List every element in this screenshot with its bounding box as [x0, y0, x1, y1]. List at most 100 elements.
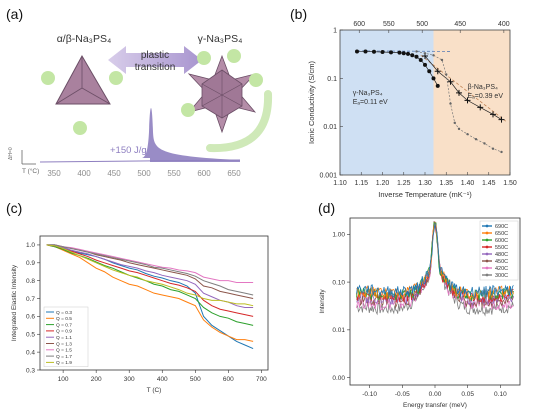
- legend-label: Q = 1.7: [56, 354, 72, 360]
- top-tick-label: 600: [353, 21, 365, 28]
- legend-label: Q = 0.3: [56, 310, 72, 316]
- y-tick-label: 0.001: [319, 173, 337, 180]
- series-line: [46, 244, 254, 296]
- y-tick-label: 0.9: [26, 260, 35, 267]
- data-point: [474, 138, 478, 141]
- y-tick-label: 1.00: [332, 232, 345, 239]
- y-axis-label: Intensity: [319, 289, 326, 314]
- legend-label: Q = 1.5: [56, 348, 72, 354]
- y-tick-label: 0.4: [26, 349, 35, 356]
- x-tick-label: 100: [58, 376, 69, 383]
- ion-icon: [227, 49, 241, 63]
- dsc-delta-label: ΔH=0: [8, 147, 14, 160]
- series-line: [424, 55, 502, 120]
- panel-a-tick-label: 350: [47, 169, 61, 178]
- y-tick-label: 0.6: [26, 314, 35, 321]
- legend-label: Q = 0.7: [56, 322, 72, 328]
- legend-label: Q = 1.1: [56, 335, 72, 341]
- data-point: [483, 142, 486, 145]
- panel-label-c: (c): [6, 200, 23, 216]
- ion-icon: [41, 71, 55, 85]
- x-tick-label: 1.20: [376, 180, 390, 187]
- annotation-beta-ea: Eₐ=0.39 eV: [468, 93, 504, 100]
- legend-marker: [485, 273, 489, 277]
- x-axis-label: T (C): [147, 387, 162, 394]
- x-tick-label: 0.10: [494, 391, 507, 398]
- x-tick-label: 1.30: [418, 180, 432, 187]
- data-point: [401, 51, 406, 56]
- data-point: [372, 49, 376, 54]
- tetrahedron-icon: [55, 54, 111, 105]
- x-axis-label: Inverse Temperature (mK⁻¹): [378, 190, 472, 199]
- dsc-peak: [142, 108, 240, 162]
- legend-marker: [485, 266, 489, 270]
- data-point: [447, 78, 454, 85]
- transition-label-line2: transition: [135, 62, 176, 73]
- y-tick-label: 0.01: [332, 327, 345, 334]
- data-point: [410, 53, 415, 58]
- dsc-axis-label: T (°C): [22, 167, 39, 175]
- top-tick-label: 400: [498, 21, 510, 28]
- x-tick-label: 1.35: [439, 180, 453, 187]
- legend-marker: [485, 259, 489, 263]
- panel-a-tick-label: 650: [227, 169, 241, 178]
- data-point: [445, 73, 448, 76]
- data-point: [440, 58, 444, 62]
- data-point: [380, 50, 385, 55]
- data-point: [418, 57, 423, 62]
- x-tick-label: 500: [190, 376, 201, 383]
- annotation-gamma-ea: Eₐ=0.11 eV: [353, 99, 388, 106]
- chart-c-frame: [39, 235, 269, 371]
- transition-arrow: [108, 46, 202, 74]
- series-line: [46, 244, 254, 283]
- series-line: [46, 244, 254, 307]
- x-axis-label: Energy transfer (meV): [403, 402, 467, 409]
- annotation-beta: β-Na₃PS₄: [468, 84, 498, 91]
- data-point: [431, 76, 436, 81]
- panel-a-tick-label: 600: [197, 169, 211, 178]
- legend-label: 480C: [495, 252, 508, 258]
- legend-label: 300C: [495, 273, 508, 279]
- rotation-arrow: [206, 90, 273, 153]
- x-tick-label: 0.05: [461, 391, 474, 398]
- alpha-beta-label: α/β-Na₃PS₄: [57, 33, 112, 45]
- x-tick-label: -0.10: [362, 391, 377, 398]
- y-axis-label: Integrated Elastic Intensity: [11, 264, 18, 341]
- x-tick-label: 1.40: [461, 180, 475, 187]
- transition-label-line1: plastic: [141, 50, 169, 61]
- series-line: [46, 244, 254, 308]
- region-blue: [340, 30, 434, 175]
- panel-label-a: (a): [6, 6, 24, 22]
- legend-marker: [485, 231, 489, 235]
- panel-a-tick-label: 450: [107, 169, 121, 178]
- x-tick-label: 1.50: [503, 180, 517, 187]
- data-point: [355, 49, 359, 54]
- data-point: [423, 62, 427, 67]
- legend-label: 650C: [495, 231, 508, 237]
- data-point: [434, 68, 441, 75]
- x-tick-label: 700: [256, 376, 267, 383]
- legend-label: 550C: [495, 245, 508, 251]
- y-tick-label: 0.8: [26, 278, 35, 285]
- legend-marker: [485, 252, 489, 256]
- panel-a-tick-label: 500: [137, 169, 151, 178]
- y-tick-label: 0.3: [26, 367, 35, 374]
- y-tick-label: 0.10: [332, 279, 345, 286]
- data-point: [457, 127, 461, 131]
- y-axis-label: Ionic Conductivity (S/cm): [307, 61, 316, 144]
- data-point: [414, 54, 419, 59]
- x-tick-label: 200: [91, 376, 102, 383]
- ion-icon: [109, 71, 123, 85]
- data-point: [432, 54, 435, 57]
- y-tick-label: 0.1: [327, 76, 337, 83]
- x-tick-label: 1.15: [354, 180, 368, 187]
- y-tick-label: 0.01: [323, 124, 337, 131]
- x-tick-label: 300: [124, 376, 135, 383]
- data-point: [466, 132, 469, 136]
- annotation-gamma: γ-Na₃PS₄: [353, 90, 383, 97]
- panel-label-b: (b): [290, 6, 308, 22]
- legend-label: 450C: [495, 259, 508, 265]
- legend-label: Q = 0.5: [56, 316, 72, 322]
